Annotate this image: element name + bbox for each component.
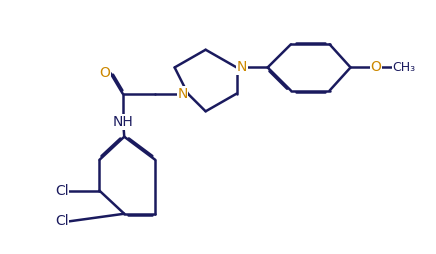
Text: N: N [177, 87, 188, 101]
Text: Cl: Cl [55, 214, 68, 228]
Text: CH₃: CH₃ [392, 61, 416, 74]
Text: N: N [237, 60, 247, 74]
Text: O: O [371, 60, 382, 74]
Text: Cl: Cl [55, 184, 68, 198]
Text: NH: NH [112, 115, 133, 129]
Text: O: O [99, 66, 110, 80]
